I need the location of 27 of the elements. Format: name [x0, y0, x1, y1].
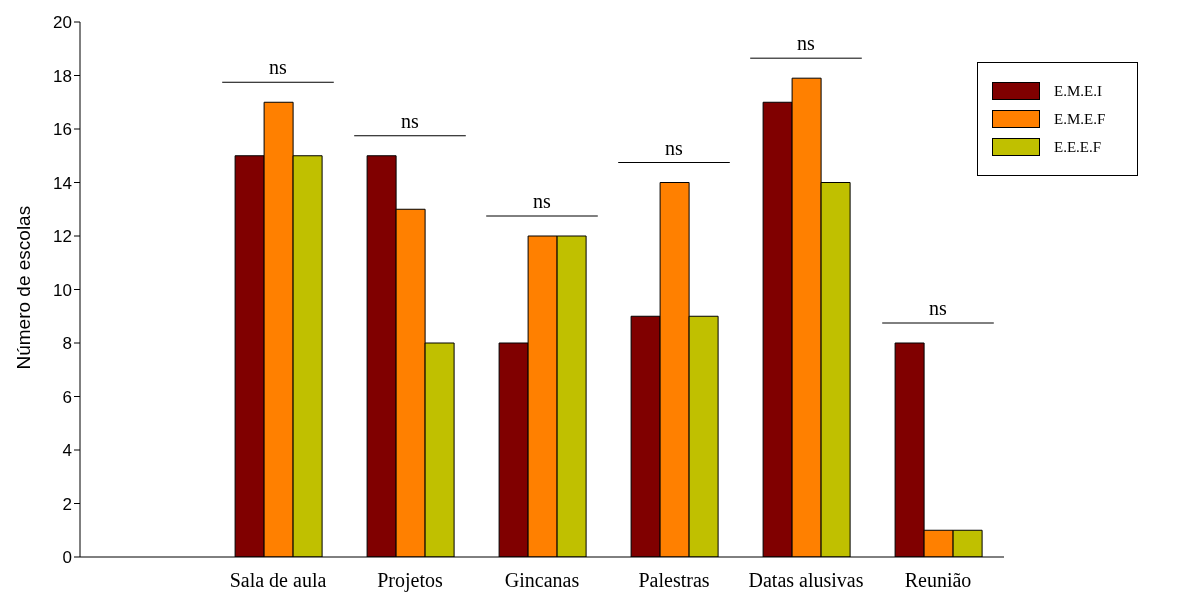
annotation: ns — [401, 109, 420, 132]
y-tick-label: 4 — [62, 441, 72, 461]
x-tick-label: Datas alusivas — [748, 569, 864, 592]
y-tick-label: 12 — [53, 227, 72, 247]
annotation: ns — [929, 297, 948, 319]
y-tick-label: 16 — [53, 120, 72, 140]
y-tick-label: 2 — [62, 494, 72, 514]
y-tick-label: 14 — [53, 173, 72, 193]
y-tick-label: 18 — [53, 66, 72, 86]
legend-label: E.M.E.F — [1054, 110, 1106, 128]
legend-label: E.M.E.I — [1054, 82, 1102, 100]
y-tick-label: 0 — [62, 548, 72, 568]
x-tick-label: Projetos — [377, 569, 443, 593]
x-tick-label: Gincanas — [504, 569, 580, 592]
y-tick-label: 8 — [62, 334, 72, 354]
y-tick-label: 6 — [62, 387, 72, 407]
x-tick-label: Reunião — [904, 569, 972, 592]
x-tick-label: Sala de aula — [229, 569, 327, 592]
x-tick-label: Palestras — [638, 569, 710, 592]
annotation: ns — [269, 56, 288, 79]
annotation: ns — [533, 190, 552, 212]
y-axis-title: Número de escolas — [12, 205, 34, 370]
y-tick-label: 20 — [53, 13, 72, 33]
annotation: ns — [665, 136, 684, 159]
legend-label: E.E.E.F — [1054, 138, 1102, 156]
annotation: ns — [797, 32, 816, 55]
y-tick-label: 10 — [53, 280, 72, 300]
